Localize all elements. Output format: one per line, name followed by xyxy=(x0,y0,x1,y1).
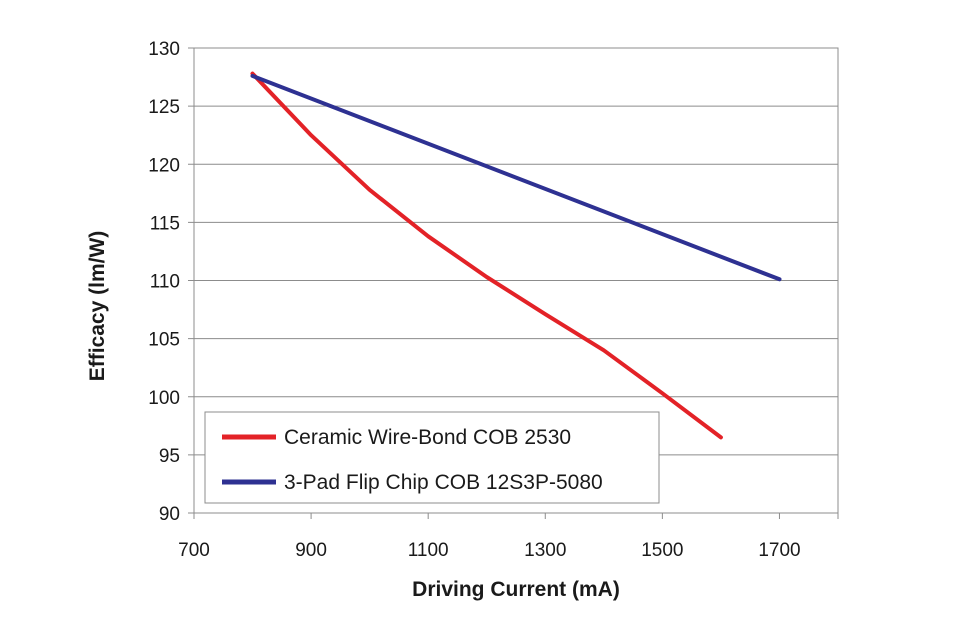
tick-labels: 90 95 100 105 110 115 120 125 130 700 900 1100 1300 1… xyxy=(148,39,800,561)
x-tick-label: 700 xyxy=(178,540,210,561)
y-tick-label: 120 xyxy=(148,155,180,176)
x-axis-title: Driving Current (mA) xyxy=(412,578,620,601)
y-tick-label: 125 xyxy=(148,97,180,118)
x-tick-label: 1500 xyxy=(641,540,683,561)
y-axis-title: Efficacy (lm/W) xyxy=(86,231,109,382)
y-tick-label: 110 xyxy=(150,272,180,293)
series-line-1 xyxy=(250,73,782,282)
series-lines xyxy=(250,71,782,440)
x-tick-label: 900 xyxy=(295,540,327,561)
x-tick-label: 1700 xyxy=(758,540,800,561)
y-tick-label: 100 xyxy=(148,388,180,409)
y-tick-label: 115 xyxy=(150,213,180,234)
y-tick-label: 95 xyxy=(159,446,180,467)
legend: Ceramic Wire-Bond COB 2530 3-Pad Flip Ch… xyxy=(204,411,660,504)
legend-label-ceramic: Ceramic Wire-Bond COB 2530 xyxy=(284,426,571,449)
y-tick-label: 105 xyxy=(148,330,180,351)
x-tick-label: 1300 xyxy=(524,540,566,561)
y-tick-label: 90 xyxy=(159,504,180,525)
x-tick-label: 1100 xyxy=(408,540,449,561)
legend-label-flip-chip: 3-Pad Flip Chip COB 12S3P-5080 xyxy=(284,471,603,494)
series-line-0 xyxy=(250,71,723,440)
y-tick-label: 130 xyxy=(148,39,180,60)
legend-box xyxy=(204,411,660,504)
